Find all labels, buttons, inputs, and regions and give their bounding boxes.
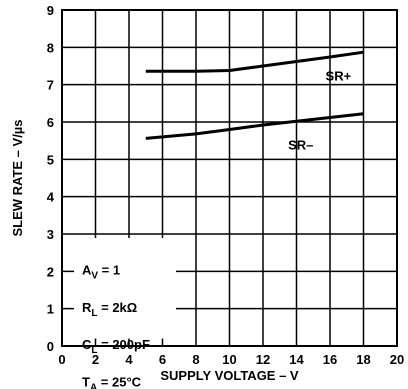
condition-line: AV = 1 — [82, 262, 120, 281]
x-tick-label: 20 — [390, 352, 404, 367]
y-tick-label: 0 — [47, 339, 54, 354]
x-tick-label: 18 — [356, 352, 370, 367]
x-tick-label: 6 — [159, 352, 166, 367]
series-group: SR+ SR– — [145, 50, 364, 152]
x-tick-label: 10 — [222, 352, 236, 367]
series-label: SR– — [288, 137, 313, 152]
plot-frame — [61, 9, 398, 347]
series-line — [145, 50, 364, 73]
condition-line: TA = 25°C — [82, 374, 142, 389]
conditions-background — [74, 238, 176, 339]
x-tick-label: 2 — [92, 352, 99, 367]
y-tick-label: 4 — [47, 190, 55, 205]
y-tick-label: 6 — [47, 115, 54, 130]
y-tick-label: 7 — [47, 78, 54, 93]
y-tick-label: 5 — [47, 152, 54, 167]
x-tick-label: 0 — [58, 352, 65, 367]
x-axis-label: SUPPLY VOLTAGE – V — [160, 368, 299, 383]
y-tick-label: 8 — [47, 40, 54, 55]
y-tick-label: 2 — [47, 264, 54, 279]
x-tick-label: 14 — [289, 352, 304, 367]
y-tick-label: 1 — [47, 302, 54, 317]
y-tick-label: 3 — [47, 227, 54, 242]
y-tick-label: 9 — [47, 3, 54, 18]
x-tick-label: 16 — [323, 352, 337, 367]
condition-line: CL = 200pF — [82, 337, 150, 356]
x-tick-label: 12 — [256, 352, 270, 367]
y-axis-label: SLEW RATE – V/µs — [10, 119, 25, 236]
series-label: SR+ — [326, 68, 352, 83]
test-conditions-box: AV = 1 RL = 2kΩ CL = 200pF TA = 25°C — [74, 238, 176, 389]
x-tick-label: 8 — [192, 352, 199, 367]
condition-line: RL = 2kΩ — [82, 300, 137, 319]
series-line — [145, 112, 364, 140]
x-tick-label: 4 — [125, 352, 133, 367]
